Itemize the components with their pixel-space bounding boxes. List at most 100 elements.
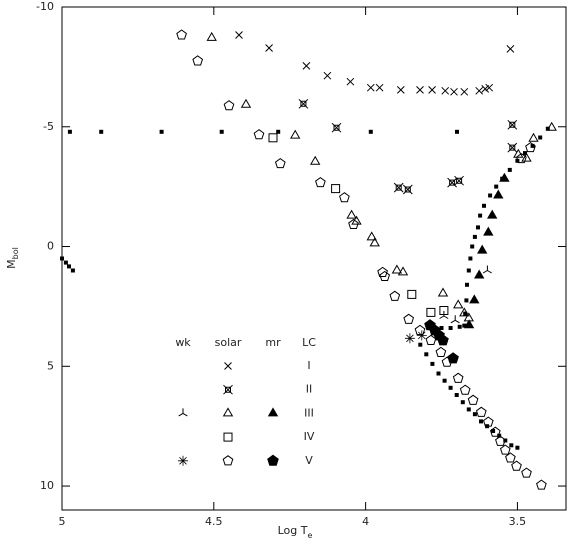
data-point bbox=[493, 189, 504, 199]
marker-shape bbox=[466, 407, 471, 412]
marker-shape bbox=[428, 86, 436, 94]
x-tick-label: 5 bbox=[59, 515, 66, 528]
marker-shape bbox=[437, 287, 449, 297]
marker-shape bbox=[268, 133, 278, 143]
data-point bbox=[339, 192, 350, 203]
data-point bbox=[389, 290, 401, 301]
data-point bbox=[268, 133, 278, 143]
marker-shape bbox=[509, 443, 514, 448]
data-point bbox=[521, 467, 532, 478]
marker-shape bbox=[521, 152, 532, 162]
data-point bbox=[505, 452, 516, 463]
data-point bbox=[477, 244, 488, 254]
marker-shape bbox=[430, 361, 435, 366]
marker-shape bbox=[348, 218, 359, 230]
data-point bbox=[474, 269, 485, 279]
marker-shape bbox=[253, 129, 265, 140]
marker-shape bbox=[489, 426, 501, 437]
data-point bbox=[240, 98, 252, 108]
data-point bbox=[483, 226, 494, 236]
data-point bbox=[499, 172, 510, 182]
marker-shape bbox=[416, 86, 424, 94]
marker-shape bbox=[346, 77, 355, 86]
marker-shape bbox=[389, 290, 401, 301]
marker-shape bbox=[467, 394, 479, 405]
data-point bbox=[516, 152, 527, 164]
data-point bbox=[506, 45, 515, 53]
data-point bbox=[475, 406, 487, 417]
marker-shape bbox=[450, 87, 458, 96]
data-point bbox=[379, 270, 391, 282]
marker-shape bbox=[483, 226, 494, 236]
marker-shape bbox=[393, 182, 404, 193]
legend-column-header: solar bbox=[215, 336, 242, 349]
marker-shape bbox=[437, 334, 449, 346]
legend-marker bbox=[222, 407, 234, 417]
data-point bbox=[223, 100, 235, 111]
marker-shape bbox=[416, 330, 427, 341]
data-point bbox=[452, 372, 464, 383]
marker-shape bbox=[447, 177, 457, 188]
marker-shape bbox=[448, 326, 453, 330]
marker-shape bbox=[495, 435, 506, 446]
data-point bbox=[507, 142, 518, 153]
data-point bbox=[464, 298, 469, 303]
data-point bbox=[310, 155, 321, 165]
data-point bbox=[482, 416, 494, 427]
data-point bbox=[416, 330, 427, 341]
data-point bbox=[453, 299, 464, 309]
y-tick-label: -5 bbox=[43, 120, 54, 133]
marker-shape bbox=[224, 362, 232, 370]
marker-shape bbox=[159, 129, 164, 134]
data-point bbox=[528, 132, 539, 142]
data-point bbox=[437, 334, 449, 346]
marker-shape bbox=[459, 307, 470, 317]
marker-shape bbox=[240, 98, 252, 108]
data-point bbox=[466, 268, 471, 273]
data-point bbox=[472, 234, 477, 239]
data-point bbox=[495, 435, 506, 446]
data-point bbox=[457, 324, 462, 329]
data-point bbox=[472, 412, 477, 417]
marker-shape bbox=[323, 71, 332, 80]
legend-marker bbox=[223, 432, 233, 442]
marker-shape bbox=[178, 408, 188, 417]
marker-shape bbox=[222, 455, 234, 466]
data-point bbox=[459, 384, 471, 395]
marker-shape bbox=[506, 45, 515, 53]
data-point bbox=[366, 83, 375, 92]
data-point bbox=[488, 193, 493, 198]
data-point bbox=[448, 385, 453, 390]
y-tick-label: 5 bbox=[47, 359, 54, 372]
legend-row-header: LC bbox=[302, 336, 316, 349]
marker-shape bbox=[479, 419, 483, 424]
marker-shape bbox=[310, 155, 321, 165]
legend-row-label: IV bbox=[304, 430, 315, 443]
x-tick-label: 3.5 bbox=[509, 515, 527, 528]
data-point bbox=[315, 176, 326, 188]
data-point bbox=[447, 352, 459, 364]
data-point bbox=[192, 55, 204, 66]
data-point bbox=[463, 319, 475, 329]
y-tick-label: -10 bbox=[36, 0, 54, 13]
data-point bbox=[403, 313, 415, 324]
data-point bbox=[523, 151, 527, 156]
data-point bbox=[276, 129, 281, 134]
marker-shape bbox=[290, 129, 301, 139]
marker-shape bbox=[315, 176, 326, 188]
data-point bbox=[176, 29, 187, 40]
marker-shape bbox=[466, 268, 471, 273]
legend-row-label: V bbox=[305, 454, 313, 467]
legend-marker bbox=[267, 454, 279, 466]
marker-shape bbox=[223, 432, 233, 442]
marker-shape bbox=[206, 31, 217, 41]
marker-shape bbox=[491, 429, 496, 433]
marker-shape bbox=[435, 346, 447, 357]
data-point bbox=[430, 361, 435, 366]
marker-shape bbox=[505, 452, 516, 463]
marker-shape bbox=[402, 184, 413, 195]
marker-shape bbox=[523, 151, 527, 156]
data-point bbox=[348, 218, 359, 230]
marker-shape bbox=[366, 231, 377, 241]
